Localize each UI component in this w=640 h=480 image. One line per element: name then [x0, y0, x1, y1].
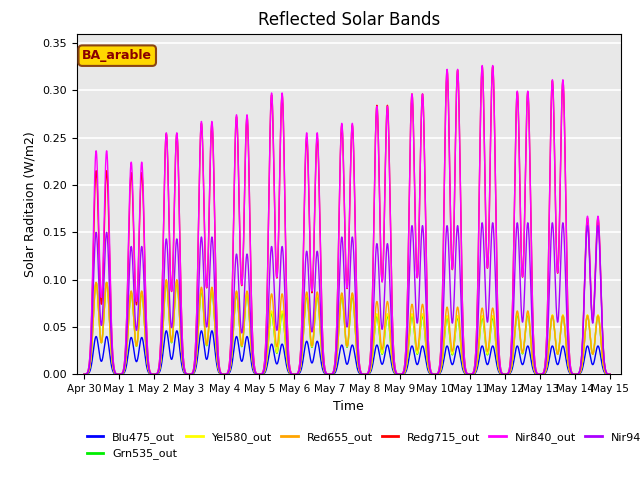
X-axis label: Time: Time	[333, 400, 364, 413]
Legend: Blu475_out, Grn535_out, Yel580_out, Red655_out, Redg715_out, Nir840_out, Nir945_: Blu475_out, Grn535_out, Yel580_out, Red6…	[83, 428, 640, 464]
Title: Reflected Solar Bands: Reflected Solar Bands	[258, 11, 440, 29]
Text: BA_arable: BA_arable	[82, 49, 152, 62]
Y-axis label: Solar Raditaion (W/m2): Solar Raditaion (W/m2)	[24, 131, 36, 277]
